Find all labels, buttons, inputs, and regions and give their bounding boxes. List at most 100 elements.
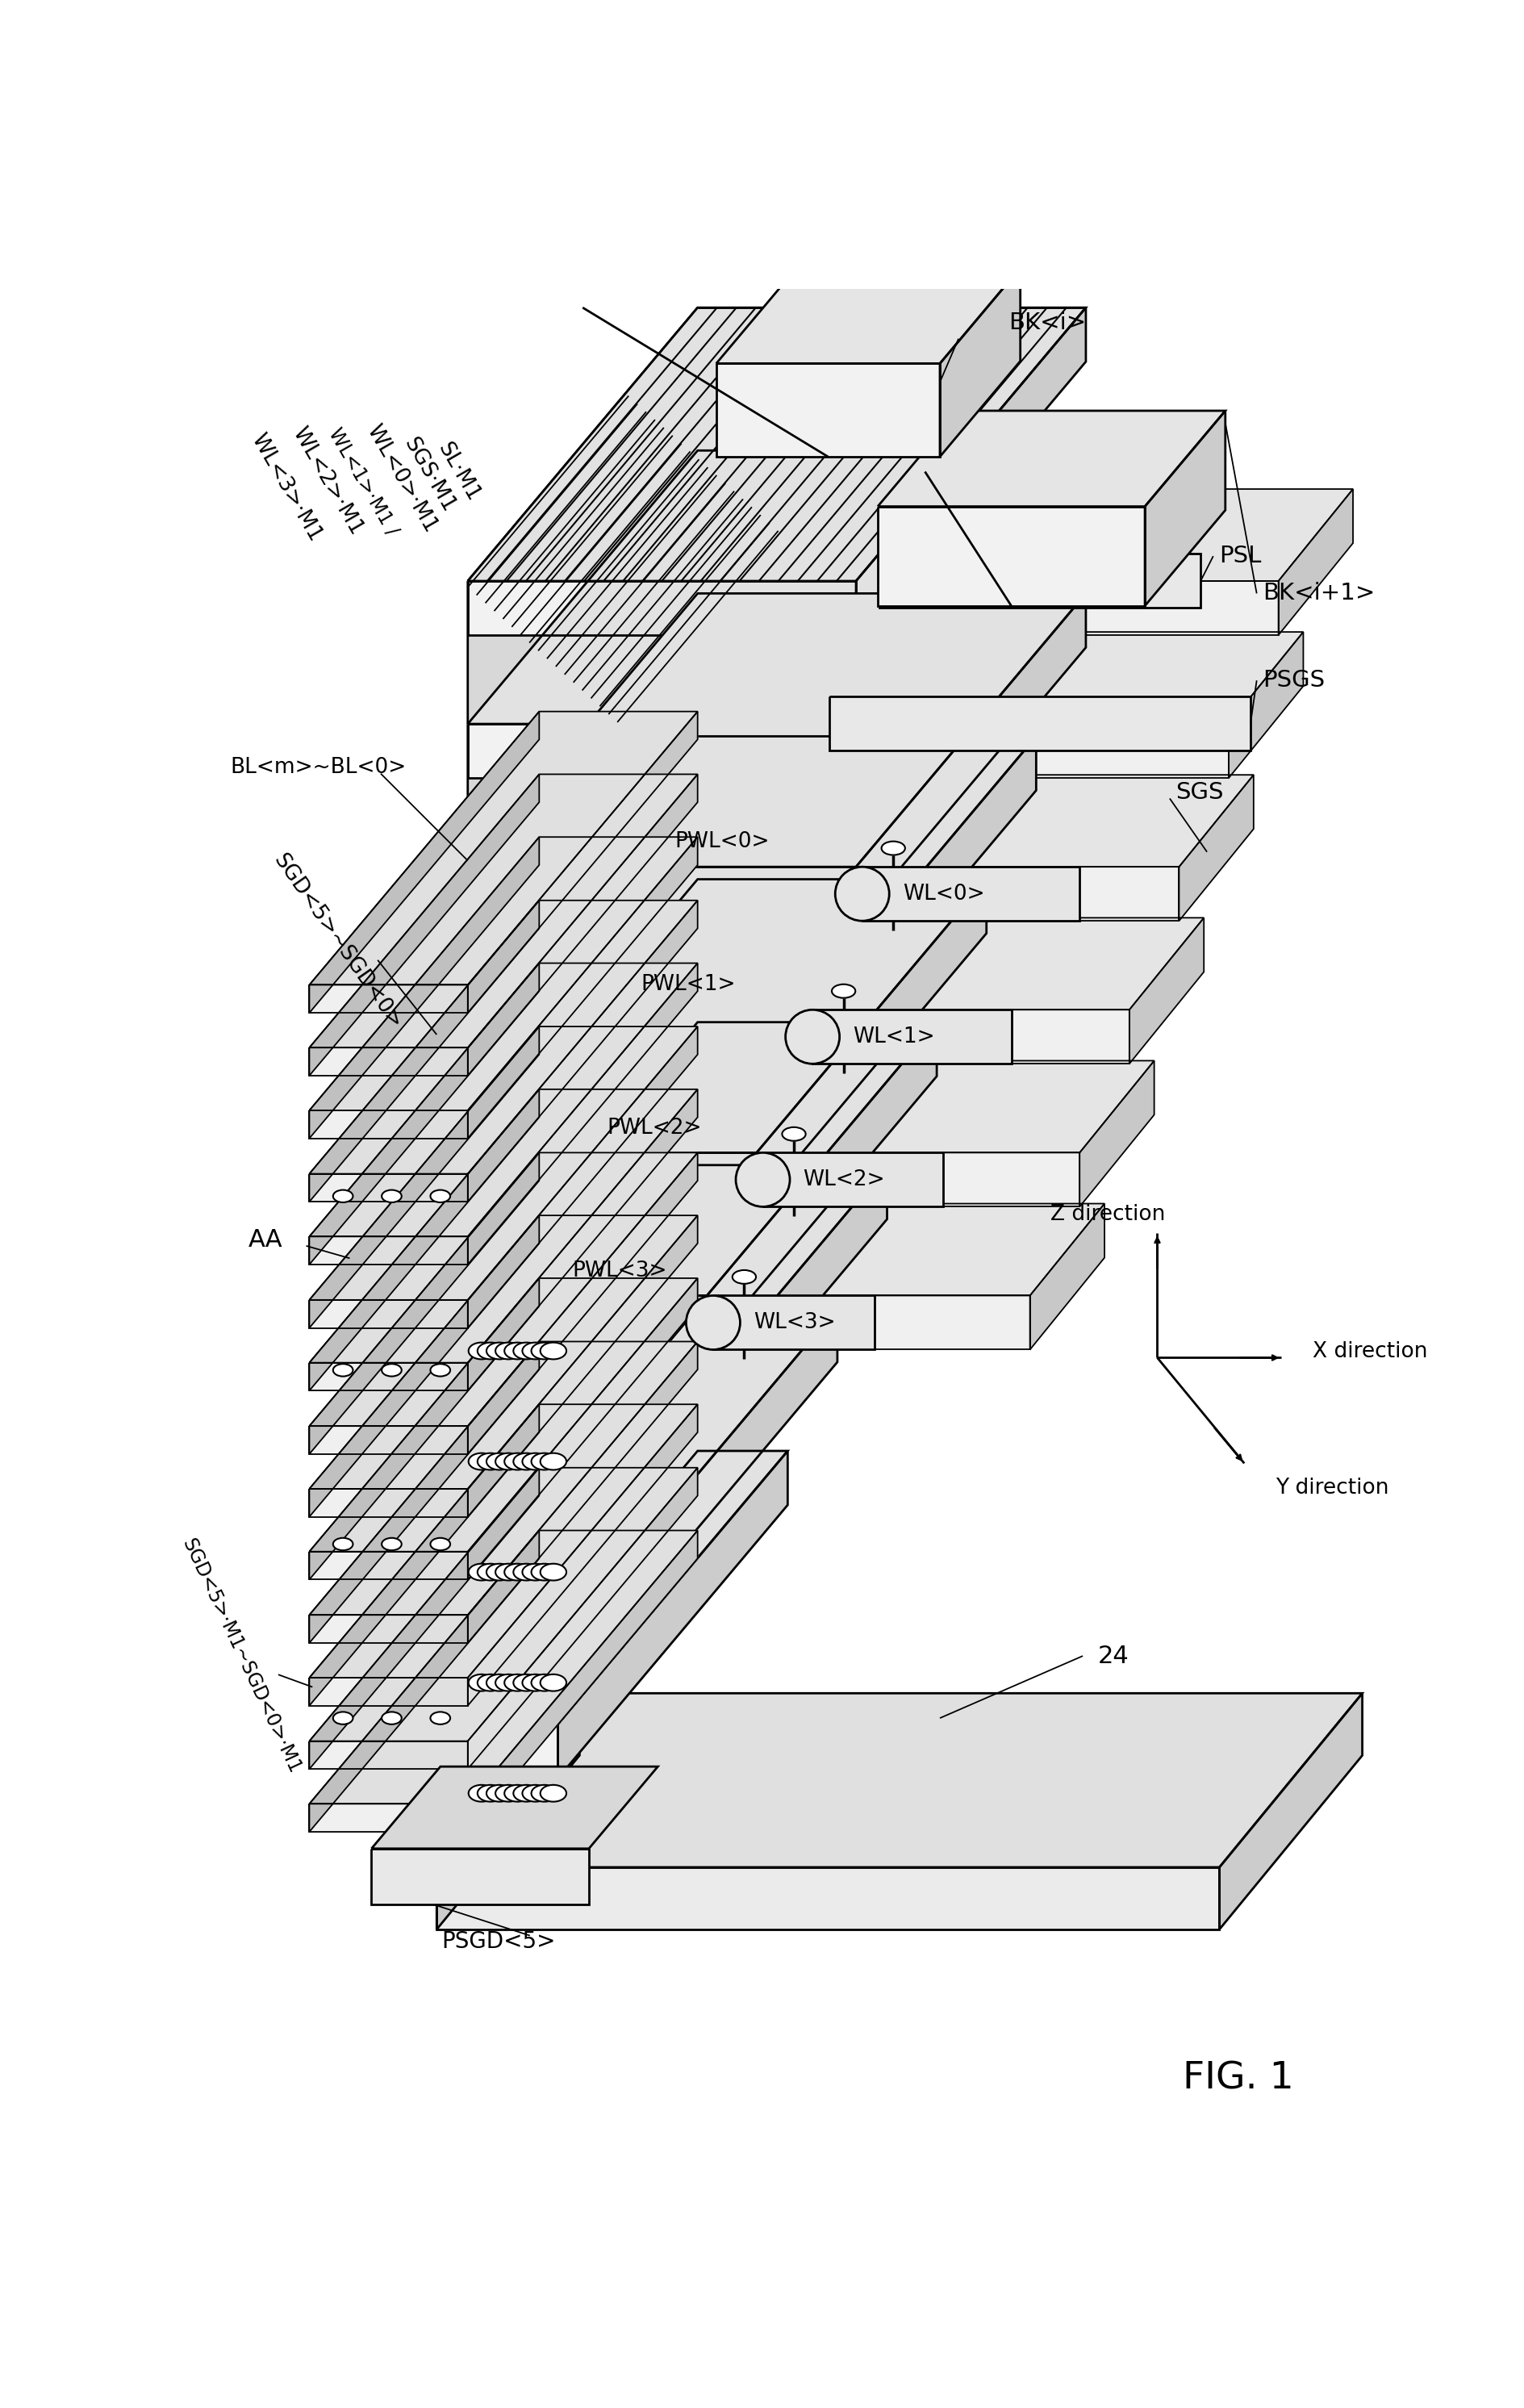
Ellipse shape <box>332 1712 352 1724</box>
Polygon shape <box>855 489 1352 580</box>
Polygon shape <box>468 1279 698 1580</box>
Polygon shape <box>1029 1204 1103 1348</box>
Polygon shape <box>309 1026 539 1327</box>
Text: SGD<5>~SGD<0>: SGD<5>~SGD<0> <box>268 850 405 1033</box>
Polygon shape <box>309 710 539 1014</box>
Polygon shape <box>756 879 986 1206</box>
Polygon shape <box>806 631 1303 725</box>
Polygon shape <box>309 1279 539 1580</box>
Ellipse shape <box>477 1452 503 1469</box>
Polygon shape <box>309 1404 698 1678</box>
Polygon shape <box>309 901 539 1202</box>
Polygon shape <box>707 917 1204 1009</box>
Ellipse shape <box>504 1674 530 1690</box>
Text: PSGS: PSGS <box>1262 669 1324 691</box>
Polygon shape <box>309 1088 698 1363</box>
Polygon shape <box>468 1438 657 1493</box>
Ellipse shape <box>831 985 855 997</box>
Text: WL<0>: WL<0> <box>902 884 985 905</box>
Polygon shape <box>468 1216 698 1517</box>
Ellipse shape <box>468 1344 494 1358</box>
Polygon shape <box>309 1300 468 1327</box>
Polygon shape <box>468 592 1085 867</box>
Polygon shape <box>707 1021 936 1348</box>
Ellipse shape <box>530 1784 558 1801</box>
Ellipse shape <box>486 1784 512 1801</box>
Polygon shape <box>468 1452 788 1724</box>
Polygon shape <box>468 1724 558 1780</box>
Text: WL<0>·M1: WL<0>·M1 <box>363 421 440 537</box>
Ellipse shape <box>381 1712 401 1724</box>
Polygon shape <box>1145 412 1225 607</box>
Ellipse shape <box>504 1452 530 1469</box>
Polygon shape <box>436 1693 1361 1866</box>
Polygon shape <box>468 1582 607 1635</box>
Text: AA: AA <box>248 1228 283 1252</box>
Polygon shape <box>372 1767 657 1849</box>
Ellipse shape <box>504 1563 530 1580</box>
Polygon shape <box>309 1469 698 1741</box>
Polygon shape <box>309 1341 539 1642</box>
Polygon shape <box>716 267 1020 364</box>
Polygon shape <box>558 1452 788 1780</box>
Ellipse shape <box>881 840 905 855</box>
Ellipse shape <box>736 1153 789 1206</box>
Ellipse shape <box>477 1674 503 1690</box>
Ellipse shape <box>468 1784 494 1801</box>
Ellipse shape <box>539 1674 565 1690</box>
Ellipse shape <box>468 1563 494 1580</box>
Polygon shape <box>939 267 1020 458</box>
Text: BK<i>: BK<i> <box>1007 313 1085 335</box>
Polygon shape <box>309 1216 698 1488</box>
Ellipse shape <box>495 1344 521 1358</box>
Ellipse shape <box>514 1563 539 1580</box>
Text: WL<3>·M1: WL<3>·M1 <box>247 431 326 544</box>
Polygon shape <box>855 592 1085 920</box>
Text: PWL<2>: PWL<2> <box>607 1117 701 1139</box>
Ellipse shape <box>523 1452 549 1469</box>
Ellipse shape <box>530 1452 558 1469</box>
Ellipse shape <box>539 1452 565 1469</box>
Polygon shape <box>309 1531 539 1832</box>
Polygon shape <box>468 1296 707 1348</box>
Ellipse shape <box>782 1127 805 1141</box>
Polygon shape <box>878 506 1145 607</box>
Ellipse shape <box>332 1363 352 1377</box>
Polygon shape <box>716 364 939 458</box>
Ellipse shape <box>332 1539 352 1551</box>
Ellipse shape <box>539 1344 565 1358</box>
Text: PWL<1>: PWL<1> <box>640 975 735 995</box>
Polygon shape <box>309 1341 698 1616</box>
Ellipse shape <box>332 1190 352 1202</box>
Polygon shape <box>309 1363 468 1392</box>
Polygon shape <box>468 1531 698 1832</box>
Polygon shape <box>607 1204 1103 1296</box>
Ellipse shape <box>539 1563 565 1580</box>
Polygon shape <box>309 775 698 1047</box>
Polygon shape <box>309 1026 698 1300</box>
Polygon shape <box>468 580 855 636</box>
Polygon shape <box>756 775 1253 867</box>
Polygon shape <box>468 737 1036 1009</box>
Ellipse shape <box>495 1784 521 1801</box>
Ellipse shape <box>381 1190 401 1202</box>
Polygon shape <box>309 1404 539 1705</box>
Polygon shape <box>878 554 1201 607</box>
Polygon shape <box>1219 1693 1361 1929</box>
Polygon shape <box>309 1153 698 1426</box>
Polygon shape <box>468 308 698 1866</box>
Polygon shape <box>878 412 1225 506</box>
Ellipse shape <box>523 1784 549 1801</box>
Ellipse shape <box>477 1563 503 1580</box>
Polygon shape <box>436 1693 579 1929</box>
Ellipse shape <box>495 1674 521 1690</box>
Polygon shape <box>657 1060 1154 1153</box>
Polygon shape <box>812 1009 1010 1064</box>
Ellipse shape <box>468 1452 494 1469</box>
Polygon shape <box>309 1741 468 1770</box>
Text: WL<3>: WL<3> <box>753 1312 835 1334</box>
Ellipse shape <box>381 1539 401 1551</box>
Ellipse shape <box>430 1190 450 1202</box>
Text: WL<2>·M1: WL<2>·M1 <box>288 424 366 539</box>
Polygon shape <box>756 867 1178 920</box>
